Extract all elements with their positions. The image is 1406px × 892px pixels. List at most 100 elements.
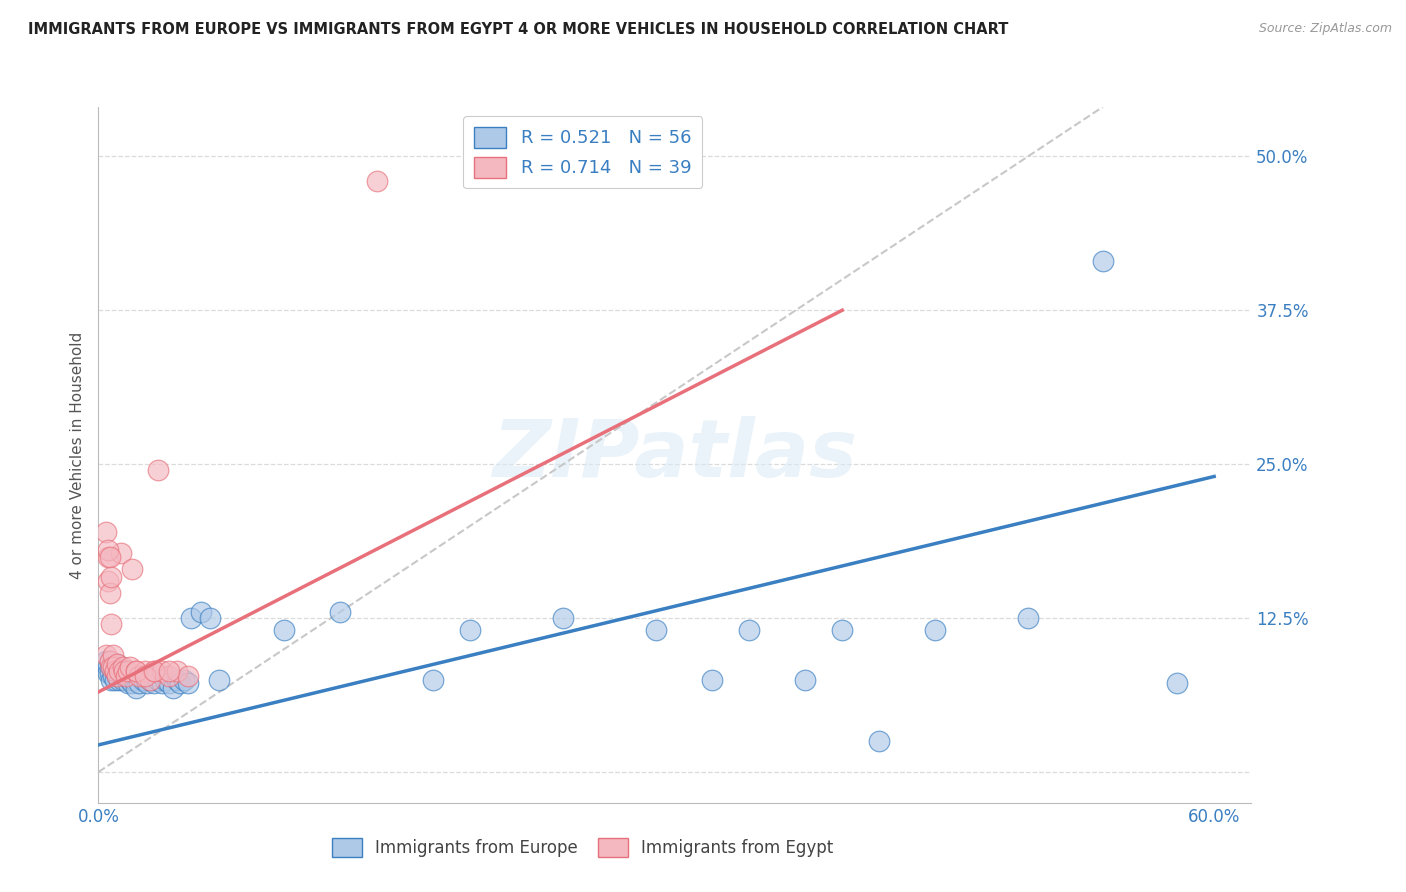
Point — [100, 660, 122, 674]
Point — [366, 174, 388, 188]
Point — [97, 543, 120, 558]
Point — [132, 673, 155, 687]
Point — [115, 669, 138, 683]
Point — [1091, 254, 1114, 268]
Point — [868, 734, 890, 748]
Point — [157, 676, 180, 690]
Point — [105, 657, 128, 671]
Legend: Immigrants from Europe, Immigrants from Egypt: Immigrants from Europe, Immigrants from … — [325, 831, 841, 864]
Point — [114, 669, 136, 683]
Point — [121, 676, 143, 690]
Point — [198, 611, 221, 625]
Point — [115, 664, 138, 678]
Point — [128, 676, 150, 690]
Text: IMMIGRANTS FROM EUROPE VS IMMIGRANTS FROM EGYPT 4 OR MORE VEHICLES IN HOUSEHOLD : IMMIGRANTS FROM EUROPE VS IMMIGRANTS FRO… — [28, 22, 1008, 37]
Point — [105, 669, 128, 683]
Point — [157, 669, 180, 683]
Point — [98, 666, 121, 681]
Point — [134, 669, 156, 683]
Point — [162, 681, 184, 696]
Point — [103, 648, 125, 662]
Point — [645, 624, 668, 638]
Point — [104, 664, 127, 678]
Point — [118, 660, 141, 674]
Point — [110, 664, 132, 678]
Point — [122, 673, 145, 687]
Point — [146, 463, 169, 477]
Point — [176, 676, 198, 690]
Point — [143, 664, 166, 678]
Point — [924, 624, 946, 638]
Point — [108, 673, 131, 687]
Point — [124, 664, 146, 678]
Point — [117, 676, 139, 690]
Point — [794, 673, 817, 687]
Point — [94, 648, 117, 662]
Point — [117, 664, 139, 678]
Point — [139, 673, 162, 687]
Point — [98, 549, 121, 564]
Point — [97, 666, 120, 681]
Point — [124, 681, 146, 696]
Point — [1017, 611, 1039, 625]
Point — [118, 673, 141, 687]
Point — [97, 549, 120, 564]
Point — [190, 605, 212, 619]
Point — [143, 676, 166, 690]
Point — [146, 673, 169, 687]
Point — [100, 660, 122, 674]
Point — [460, 624, 482, 638]
Point — [157, 664, 180, 678]
Point — [98, 586, 121, 600]
Point — [124, 664, 146, 678]
Point — [100, 617, 122, 632]
Point — [139, 673, 162, 687]
Point — [422, 673, 444, 687]
Point — [103, 669, 125, 683]
Point — [155, 673, 177, 687]
Point — [100, 570, 122, 584]
Point — [128, 669, 150, 683]
Point — [105, 657, 128, 671]
Point — [114, 664, 136, 678]
Point — [166, 673, 188, 687]
Point — [98, 654, 121, 668]
Point — [111, 673, 134, 687]
Point — [104, 664, 127, 678]
Point — [150, 676, 173, 690]
Point — [150, 664, 173, 678]
Point — [329, 605, 352, 619]
Point — [94, 654, 117, 668]
Point — [103, 660, 125, 674]
Point — [134, 664, 156, 678]
Point — [111, 660, 134, 674]
Point — [169, 676, 191, 690]
Point — [143, 664, 166, 678]
Point — [173, 673, 195, 687]
Point — [110, 546, 132, 560]
Point — [98, 654, 121, 668]
Point — [831, 624, 853, 638]
Point — [94, 524, 117, 539]
Point — [166, 664, 188, 678]
Y-axis label: 4 or more Vehicles in Household: 4 or more Vehicles in Household — [70, 331, 86, 579]
Point — [700, 673, 723, 687]
Point — [1166, 676, 1188, 690]
Point — [108, 664, 131, 678]
Text: ZIPatlas: ZIPatlas — [492, 416, 858, 494]
Point — [103, 660, 125, 674]
Point — [738, 624, 761, 638]
Point — [121, 562, 143, 576]
Point — [176, 669, 198, 683]
Point — [553, 611, 575, 625]
Point — [97, 660, 120, 674]
Point — [208, 673, 231, 687]
Point — [135, 676, 157, 690]
Point — [100, 673, 122, 687]
Point — [105, 669, 128, 683]
Point — [273, 624, 295, 638]
Point — [104, 673, 127, 687]
Text: Source: ZipAtlas.com: Source: ZipAtlas.com — [1258, 22, 1392, 36]
Point — [97, 574, 120, 589]
Point — [180, 611, 202, 625]
